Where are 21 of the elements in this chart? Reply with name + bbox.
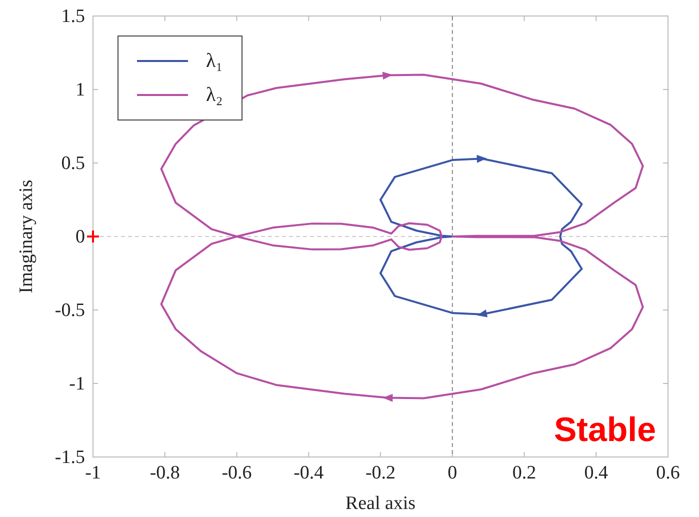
x-tick-label: -0.2 [365,462,396,484]
y-tick-label: -1.5 [54,447,85,468]
y-tick-label: 0.5 [61,153,85,174]
x-tick-label: 0.4 [584,462,608,484]
x-tick-label: -0.6 [222,462,252,484]
point [86,230,100,244]
y-tick-label: -1 [69,374,85,395]
legend-label: λ₂ [206,84,223,106]
y-tick-label: 1.5 [61,6,85,28]
x-tick-label: 0.6 [656,462,680,484]
annotation: Stable [554,411,656,449]
y-tick-label: 0 [76,226,85,248]
x-axis-title: Real axis [345,493,416,514]
y-tick-label: 1 [76,80,85,101]
y-tick-label: -0.5 [54,300,85,322]
legend-label: λ₁ [206,50,223,72]
x-tick-label: 0 [448,462,458,484]
y-axis-title: Imaginary axis [16,180,37,294]
x-tick-label: -0.4 [294,462,324,484]
x-tick-label: 0.2 [512,462,536,484]
x-tick-label: -0.8 [150,462,180,484]
